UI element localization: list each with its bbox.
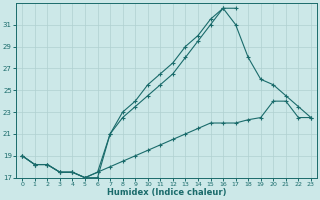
X-axis label: Humidex (Indice chaleur): Humidex (Indice chaleur)	[107, 188, 226, 197]
